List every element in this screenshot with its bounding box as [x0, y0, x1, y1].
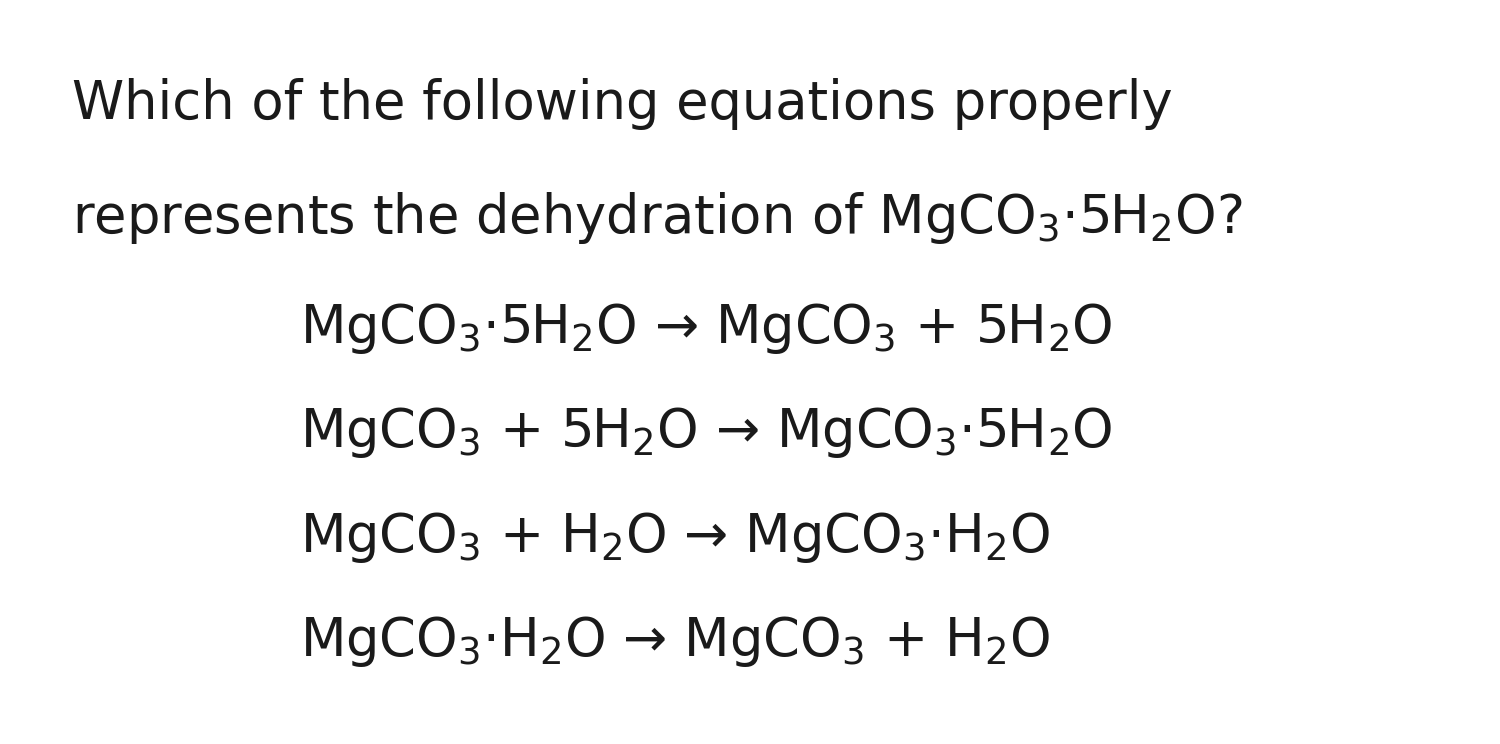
Text: MgCO$_3$ + H$_2$O → MgCO$_3$·H$_2$O: MgCO$_3$ + H$_2$O → MgCO$_3$·H$_2$O: [300, 510, 1050, 565]
Text: MgCO$_3$ + 5H$_2$O → MgCO$_3$·5H$_2$O: MgCO$_3$ + 5H$_2$O → MgCO$_3$·5H$_2$O: [300, 405, 1113, 461]
Text: MgCO$_3$·H$_2$O → MgCO$_3$ + H$_2$O: MgCO$_3$·H$_2$O → MgCO$_3$ + H$_2$O: [300, 614, 1050, 669]
Text: Which of the following equations properly: Which of the following equations properl…: [72, 78, 1173, 130]
Text: MgCO$_3$·5H$_2$O → MgCO$_3$ + 5H$_2$O: MgCO$_3$·5H$_2$O → MgCO$_3$ + 5H$_2$O: [300, 301, 1113, 356]
Text: represents the dehydration of MgCO$_3$·5H$_2$O?: represents the dehydration of MgCO$_3$·5…: [72, 190, 1242, 246]
